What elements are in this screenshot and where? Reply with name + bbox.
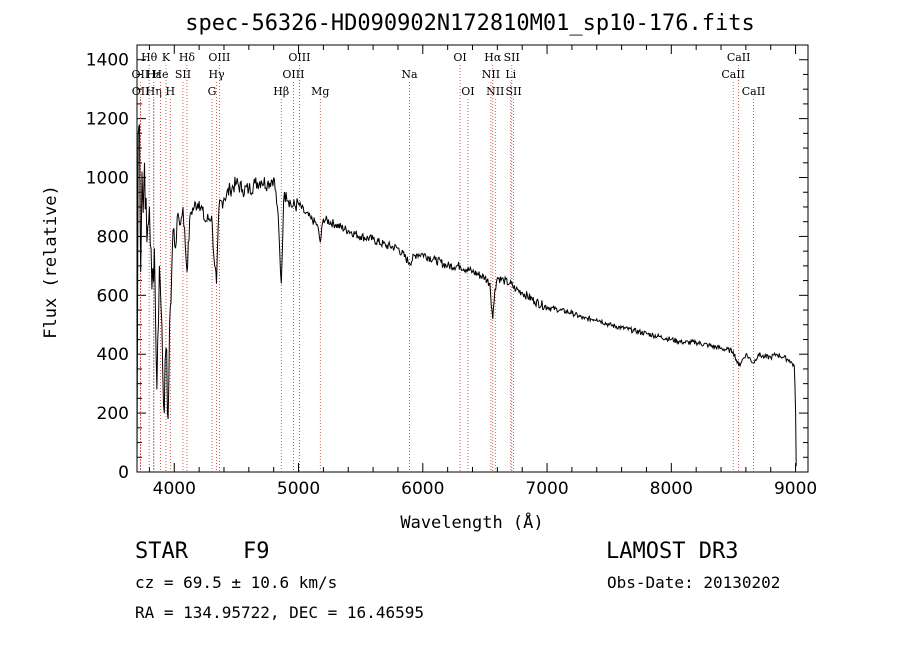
coordinates: RA = 134.95722, DEC = 16.46595 <box>135 603 424 622</box>
spectral-line-label: G <box>208 85 217 98</box>
spectral-line-label: Na <box>401 68 418 81</box>
y-axis-label: Flux (relative) <box>41 185 61 339</box>
flux-series-line <box>136 124 797 467</box>
x-tick-label: 5000 <box>277 479 320 499</box>
y-tick-label: 1200 <box>86 110 129 130</box>
redshift-text: cz = 69.5 ± 10.6 km/s <box>135 573 337 592</box>
spectral-line-label: NII <box>486 85 504 98</box>
spectral-line-label: SII <box>506 85 522 98</box>
y-tick-label: 1400 <box>86 51 129 71</box>
spectral-line-label: CaII <box>727 51 751 64</box>
spectral-line-label: Hδ <box>179 51 196 64</box>
x-tick-label: 7000 <box>525 479 568 499</box>
spectral-line-label: Hε <box>146 68 162 81</box>
spectral-line-label: Li <box>505 68 516 81</box>
spectral-line-label: NII <box>482 68 500 81</box>
spectral-line-label: Hβ <box>273 85 289 98</box>
spectral-line-label: OI <box>453 51 466 64</box>
spectral-line-label: OII <box>131 68 149 81</box>
y-tick-label: 0 <box>118 463 129 483</box>
spectral-line-label: SII <box>175 68 191 81</box>
y-tick-label: 600 <box>97 286 129 306</box>
spectral-line-label: CaII <box>742 85 766 98</box>
object-class: STAR <box>135 539 189 564</box>
y-tick-label: 200 <box>97 404 129 424</box>
spectral-line-label: OII <box>132 85 150 98</box>
plot-area: 4000 5000 6000 7000 8000 9000 0 200 400 600 800 100… <box>86 44 817 499</box>
spectral-line-label: He <box>152 68 168 81</box>
spectral-line-label: Mg <box>311 85 329 98</box>
spectral-line-label: OIII <box>288 51 310 64</box>
x-tick-label: 9000 <box>774 479 817 499</box>
object-subclass: F9 <box>243 539 270 564</box>
x-tick-label: 6000 <box>401 479 444 499</box>
spectral-line-label: OI <box>461 85 474 98</box>
x-tick-label: 8000 <box>650 479 693 499</box>
spectral-line-label: Hα <box>484 51 502 64</box>
spectral-line-label: SII <box>504 51 520 64</box>
chart-title: spec-56326-HD090902N172810M01_sp10-176.f… <box>185 11 755 36</box>
spectral-line-label: OIII <box>282 68 304 81</box>
plot-frame <box>136 44 809 473</box>
spectral-line-label: Hθ <box>141 51 158 64</box>
obs-date: Obs-Date: 20130202 <box>607 573 780 592</box>
x-tick-label: 4000 <box>153 479 196 499</box>
y-tick-label: 400 <box>97 345 129 365</box>
spectral-line-label: OIII <box>208 51 230 64</box>
spectral-line-label: CaII <box>721 68 745 81</box>
spectral-line-label: Hη <box>146 85 162 98</box>
x-axis-label: Wavelength (Å) <box>400 511 543 533</box>
y-tick-label: 1000 <box>86 169 129 189</box>
spectral-line-label: K <box>162 51 171 64</box>
spectral-line-label: H <box>166 85 176 98</box>
spectral-line-label: Hγ <box>208 68 225 81</box>
y-tick-label: 800 <box>97 227 129 247</box>
survey-name: LAMOST DR3 <box>606 539 738 564</box>
